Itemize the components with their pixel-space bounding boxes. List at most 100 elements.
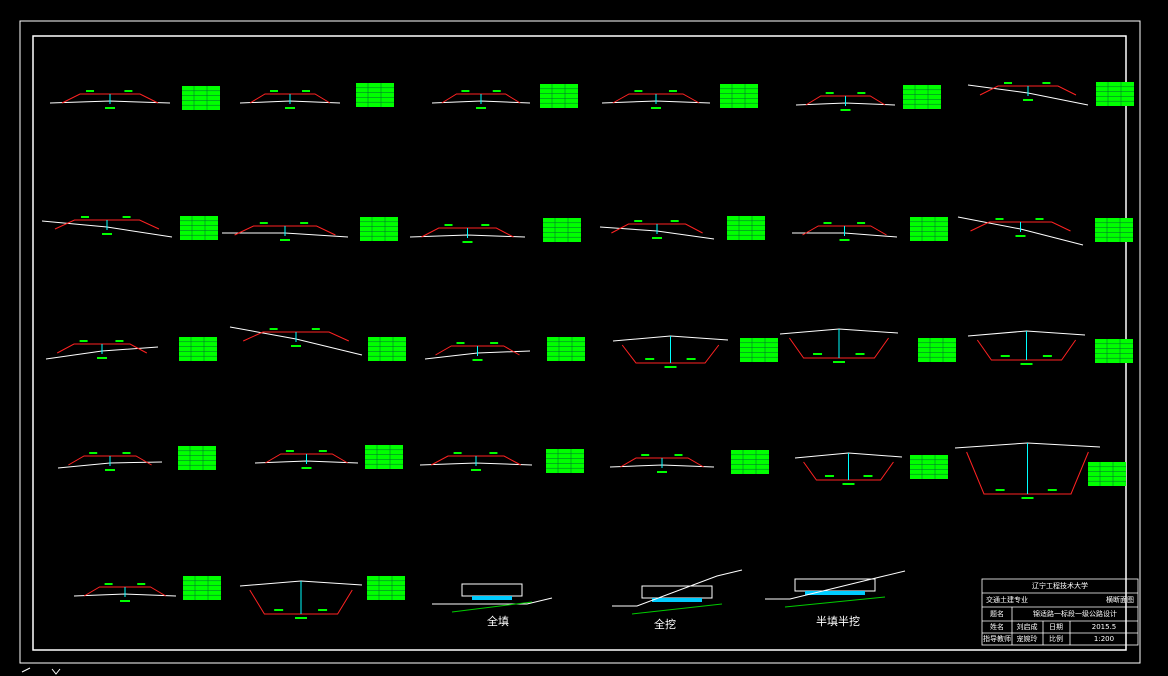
dim-label <box>1004 82 1012 84</box>
dim-label <box>1047 489 1057 491</box>
station-label <box>472 359 483 361</box>
dim-label <box>274 609 284 611</box>
station-label <box>105 107 115 109</box>
station-label <box>652 237 662 239</box>
dim-label <box>492 90 501 92</box>
dim-label <box>641 454 650 456</box>
station-label <box>301 467 312 469</box>
cell: 指导教师 <box>983 634 1011 643</box>
station-label <box>471 469 481 471</box>
major: 交通土建专业 <box>986 595 1028 604</box>
cell: 刘启成 <box>1017 622 1038 631</box>
dim-label <box>124 90 133 92</box>
pavement <box>472 596 512 600</box>
dim-label <box>674 454 683 456</box>
station-label <box>657 471 667 473</box>
ground <box>612 569 743 607</box>
station-label <box>295 617 307 619</box>
dim-label <box>995 489 1005 491</box>
cell: 2015.5 <box>1092 623 1117 631</box>
station-label <box>97 357 107 359</box>
station-label <box>291 345 301 347</box>
dim-label <box>813 353 823 355</box>
dim-label <box>634 90 643 92</box>
cell: 1:200 <box>1094 635 1114 643</box>
data-table <box>178 446 216 470</box>
cell: 宠婉玲 <box>1017 634 1038 643</box>
ucs-icon <box>21 667 61 675</box>
data-table <box>918 338 956 362</box>
slope-line <box>451 601 533 613</box>
dim-label <box>863 475 873 477</box>
data-table <box>356 83 394 107</box>
station-label <box>842 483 855 485</box>
station-label <box>462 241 473 243</box>
cell: 姓名 <box>990 622 1004 631</box>
dim-label <box>318 450 327 452</box>
dim-label <box>855 353 865 355</box>
dim-label <box>453 452 462 454</box>
dim-label <box>318 609 328 611</box>
station-label <box>1021 497 1034 499</box>
station-label <box>476 107 486 109</box>
slope-line <box>631 603 723 615</box>
dim-label <box>89 452 98 454</box>
dim-label <box>670 220 679 222</box>
cell: 日期 <box>1049 623 1063 631</box>
dim-label <box>270 90 278 92</box>
dim-label <box>489 452 498 454</box>
cell: 锦适路一标段一级公路设计 <box>1033 609 1117 618</box>
pavement <box>805 591 865 595</box>
data-table <box>1095 339 1133 363</box>
data-table <box>727 216 765 240</box>
data-table <box>910 455 948 479</box>
title-block <box>981 578 1139 646</box>
data-table <box>182 86 220 110</box>
pavement <box>652 598 702 602</box>
school: 辽宁工程技术大学 <box>1032 581 1088 590</box>
data-table <box>1088 462 1126 486</box>
title-block-frame <box>981 578 1139 646</box>
data-table <box>180 216 218 240</box>
dim-label <box>481 224 490 226</box>
dim-label <box>823 222 832 224</box>
dim-label <box>1035 218 1044 220</box>
label-cut: 全挖 <box>654 617 676 631</box>
dim-label <box>269 328 278 330</box>
dim-label <box>300 222 309 224</box>
cell: 题名 <box>990 609 1004 618</box>
dim-label <box>1042 355 1052 357</box>
data-table <box>183 576 221 600</box>
dim-label <box>645 358 655 360</box>
data-table <box>740 338 778 362</box>
data-table <box>543 218 581 242</box>
drawing-name: 横断面图 <box>1106 595 1134 604</box>
ground <box>432 597 553 605</box>
dim-label <box>490 342 499 344</box>
dim-label <box>1000 355 1010 357</box>
cell: 比例 <box>1049 634 1063 643</box>
dim-label <box>259 222 268 224</box>
label-half: 半填半挖 <box>816 614 860 628</box>
station-label <box>280 239 290 241</box>
station-label <box>1015 235 1026 237</box>
station-label <box>664 366 677 368</box>
ground <box>765 570 906 600</box>
dim-label <box>285 450 294 452</box>
data-table <box>367 576 405 600</box>
dim-label <box>461 90 470 92</box>
dim-label <box>137 583 146 585</box>
dim-label <box>857 222 866 224</box>
data-table <box>910 217 948 241</box>
data-table <box>903 85 941 109</box>
station-label <box>1020 363 1033 365</box>
dim-label <box>686 358 696 360</box>
dim-label <box>995 218 1004 220</box>
data-table <box>547 337 585 361</box>
dim-label <box>1042 82 1051 84</box>
station-label <box>285 107 295 109</box>
outer-frame <box>19 20 1141 664</box>
data-table <box>360 217 398 241</box>
station-label <box>833 361 845 363</box>
